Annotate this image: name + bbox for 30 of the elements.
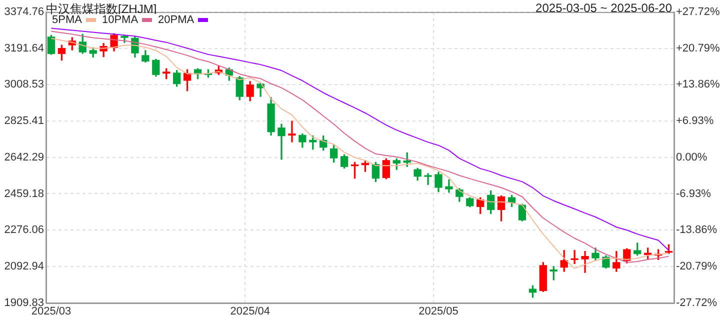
y-tick-label: 2276.06: [4, 224, 44, 236]
candlestick: [445, 179, 453, 193]
y-tick-label: 3374.76: [4, 6, 44, 18]
x-tick-label: 2025/04: [230, 305, 270, 318]
y2-tick-label: -6.93%: [676, 188, 712, 200]
y-tick-label: 2092.94: [4, 260, 44, 272]
y2-tick-label: +20.79%: [676, 42, 720, 54]
legend-label: 10PMA: [102, 14, 138, 26]
chart-subtitle: 2025-03-05 ~ 2025-06-20: [536, 1, 672, 15]
y2-tick-label: 0.00%: [676, 151, 708, 164]
y2-tick-label: -13.86%: [676, 224, 718, 236]
y2-tick-label: +13.86%: [676, 78, 720, 91]
candlestick: [581, 251, 589, 273]
y-tick-label: 2642.29: [4, 151, 44, 164]
y2-tick-label: +27.72%: [676, 6, 720, 18]
legend-label: 5PMA: [52, 14, 82, 26]
candlestick: [288, 120, 296, 142]
y-tick-label: 2825.41: [4, 115, 44, 128]
x-tick-label: 2025/05: [418, 305, 458, 318]
y2-tick-label: -20.79%: [676, 260, 718, 272]
candlestick: [278, 124, 286, 160]
y2-tick-label: -27.72%: [676, 296, 718, 309]
y2-tick-label: +6.93%: [676, 115, 714, 128]
y-tick-label: 2459.18: [4, 188, 44, 200]
y-tick-label: 3008.53: [4, 78, 44, 91]
legend-label: 20PMA: [158, 14, 194, 26]
x-tick-label: 2025/03: [31, 305, 72, 318]
candlestick: [424, 173, 432, 185]
candlestick: [570, 250, 578, 264]
y-tick-label: 3191.64: [4, 42, 44, 54]
